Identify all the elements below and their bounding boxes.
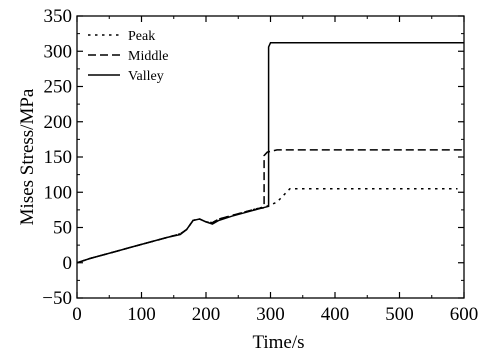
y-tick-label: 0 — [63, 253, 73, 274]
x-tick-label: 0 — [72, 304, 82, 325]
y-tick-label: 350 — [44, 6, 73, 27]
x-tick-label: 600 — [450, 304, 479, 325]
x-tick-label: 300 — [256, 304, 285, 325]
series-line-valley — [76, 42, 464, 264]
x-tick-label: 400 — [321, 304, 350, 325]
y-tick-label: 200 — [44, 112, 73, 133]
y-axis-title: Mises Stress/MPa — [17, 88, 38, 225]
x-axis-title: Time/s — [252, 332, 304, 353]
x-tick-label: 200 — [192, 304, 221, 325]
y-tick-label: 50 — [53, 218, 72, 239]
x-tick-label: 100 — [127, 304, 156, 325]
legend-label-middle: Middle — [128, 49, 168, 64]
legend-label-peak: Peak — [128, 29, 155, 44]
legend-label-valley: Valley — [128, 69, 164, 84]
y-tick-label: 150 — [44, 147, 73, 168]
series-line-peak — [76, 187, 458, 264]
x-tick-label: 500 — [385, 304, 414, 325]
y-tick-label: 250 — [44, 77, 73, 98]
y-tick-label: 300 — [44, 41, 73, 62]
y-tick-label: −50 — [42, 288, 72, 309]
y-tick-label: 100 — [44, 182, 73, 203]
